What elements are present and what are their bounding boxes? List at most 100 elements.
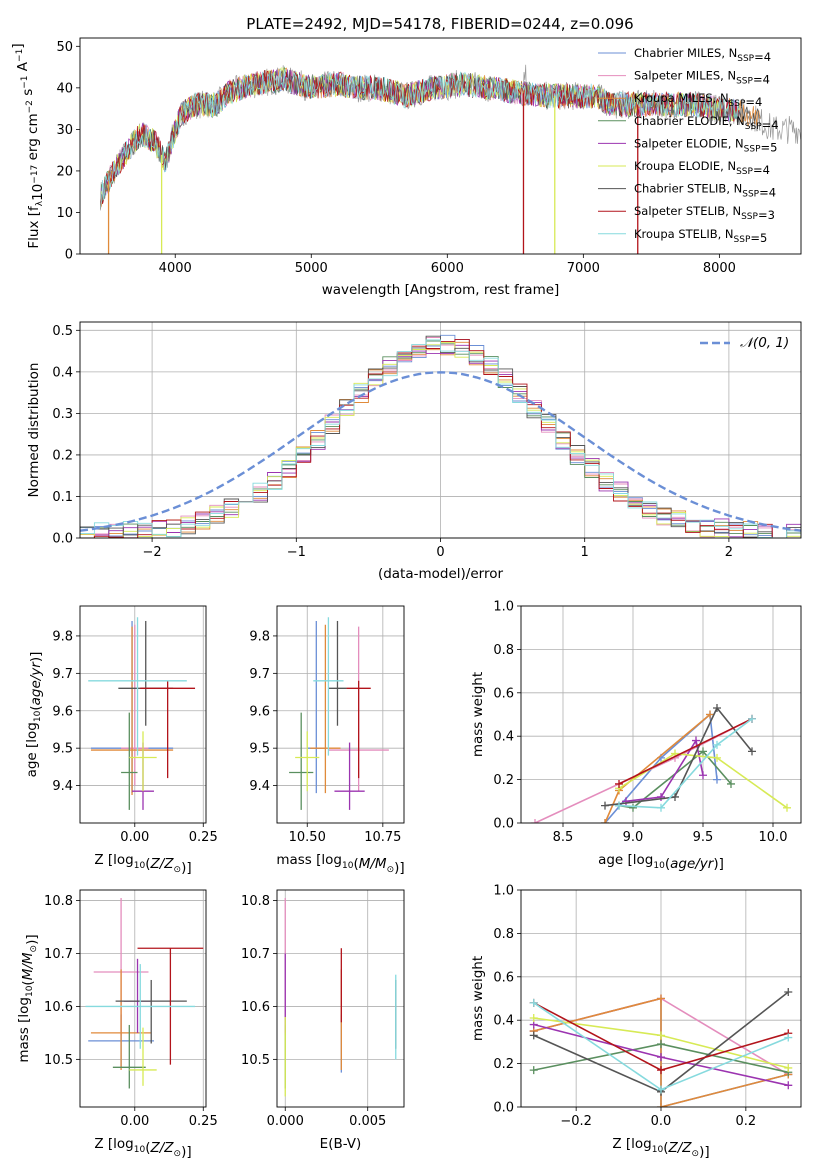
age_vs_z-errorbars — [88, 617, 196, 810]
mass_vs_z-axes: 0.00 0.25 10.5 10.6 10.7 10.8 — [44, 890, 218, 1129]
y-tick-label: 30 — [56, 123, 73, 138]
y-tick-label: 0.4 — [493, 730, 514, 745]
x-tick-label: −1 — [287, 545, 306, 560]
legend-label: Kroupa MILES, NSSP=4 — [634, 91, 762, 109]
weight-marker — [601, 801, 609, 810]
age_vs_mass-errorbars — [289, 617, 389, 810]
y-tick-label: 9.8 — [249, 629, 270, 644]
weights_vs_age-axes: 8.5 9.0 9.5 10.0 0.0 0.2 0.4 0.6 0.8 1.0 — [493, 600, 801, 845]
y-tick-label: 9.8 — [52, 629, 73, 644]
y-tick-label: 9.5 — [52, 742, 73, 757]
y-tick-label: 10 — [56, 206, 73, 221]
y-tick-label: 10.8 — [44, 894, 73, 909]
residual-xlabel: (data-model)/error — [378, 566, 504, 582]
x-tick-label: 0.2 — [736, 1114, 757, 1129]
normal-curve — [80, 371, 801, 532]
x-tick-label: −0.2 — [560, 1114, 592, 1129]
x-tick-label: 7000 — [567, 261, 600, 276]
weights-z-xlabel: Z [log10(Z/Z⊙)] — [612, 1136, 709, 1160]
age-z-ylabel: age [log10(age/yr)] — [24, 652, 44, 778]
y-tick-label: 0.4 — [52, 365, 73, 380]
y-tick-label: 9.6 — [52, 704, 73, 719]
weight-marker — [657, 1053, 665, 1062]
weight-marker — [657, 1066, 665, 1075]
x-tick-label: 10.0 — [759, 830, 788, 845]
weight-marker — [529, 1066, 538, 1075]
weights_vs_z-lines — [529, 987, 793, 1107]
weight-line — [533, 997, 789, 1107]
spectrum-model-line — [100, 66, 740, 209]
weights_vs_z-frame — [520, 889, 802, 1108]
weight-marker — [713, 703, 721, 712]
weight-marker — [699, 771, 707, 780]
y-tick-label: 0.0 — [493, 1101, 514, 1116]
age_vs_mass-axes: 10.50 10.75 9.4 9.5 9.6 9.7 9.8 — [249, 606, 404, 845]
y-tick-label: 9.5 — [249, 742, 270, 757]
weight-marker — [784, 1063, 793, 1072]
y-tick-label: 10.5 — [44, 1053, 73, 1068]
residual-histogram — [80, 341, 801, 538]
weight-marker — [713, 753, 721, 762]
mass_vs_z-errorbars — [85, 897, 204, 1089]
weights-age-xlabel: age [log10(age/yr)] — [598, 852, 724, 872]
weight-marker — [529, 1014, 538, 1023]
y-tick-label: 0.1 — [52, 490, 73, 505]
x-tick-label: 0.00 — [120, 830, 149, 845]
weight-line — [604, 713, 711, 823]
weight-marker — [657, 1085, 665, 1094]
weights_vs_z-ylabel: mass weight — [470, 956, 486, 1041]
mass_vs_ebv-axes: 0.000 0.005 10.5 10.6 10.7 10.8 — [241, 890, 404, 1129]
y-tick-label: 10.7 — [241, 947, 270, 962]
y-tick-label: 0 — [65, 248, 73, 263]
weight-marker — [692, 736, 700, 745]
weight-marker — [699, 747, 707, 756]
weight-marker — [713, 775, 721, 784]
y-tick-label: 50 — [56, 40, 73, 55]
y-tick-label: 9.4 — [52, 779, 73, 794]
x-tick-label: −2 — [143, 545, 162, 560]
weight-marker — [657, 994, 665, 1003]
spectrum-model-line — [100, 68, 740, 209]
y-tick-label: 20 — [56, 164, 73, 179]
spectrum-legend: Chabrier MILES, NSSP=4 Salpeter MILES, NS… — [598, 46, 779, 245]
weight-marker — [531, 819, 539, 823]
x-tick-label: 5000 — [295, 261, 328, 276]
mass_vs_ebv-frame — [276, 889, 405, 1108]
weight-marker — [727, 779, 735, 788]
spectrum-ylabel: Flux [fλ10−17 erg cm−2 s−1 A−1] — [10, 43, 46, 248]
y-tick-label: 10.8 — [241, 894, 270, 909]
residuals-axes: −2 −1 0 1 2 0.0 0.1 0.2 0.3 0.4 0.5 — [52, 322, 801, 560]
legend-label: Kroupa ELODIE, NSSP=4 — [634, 159, 770, 177]
mass-z-ylabel: mass [log10(M/M⊙)] — [16, 934, 40, 1062]
mass_vs_z-frame — [79, 889, 207, 1108]
weight-marker — [748, 747, 756, 756]
x-tick-label: 1 — [581, 545, 589, 560]
y-tick-label: 9.7 — [52, 667, 73, 682]
weight-marker — [706, 710, 714, 719]
y-tick-label: 0.6 — [493, 686, 514, 701]
weight-marker — [671, 792, 679, 801]
weight-marker — [615, 801, 623, 810]
weight-line — [625, 738, 704, 803]
spectrum-frame — [79, 37, 802, 255]
weights_vs_age-frame — [520, 605, 802, 824]
y-tick-label: 0.0 — [52, 532, 73, 547]
weight-marker — [657, 1040, 665, 1049]
x-tick-label: 8000 — [703, 261, 736, 276]
x-tick-label: 0.0 — [651, 1114, 672, 1129]
weight-marker — [529, 998, 538, 1007]
y-tick-label: 1.0 — [493, 600, 514, 615]
weight-marker — [748, 714, 756, 723]
weight-marker — [783, 803, 791, 812]
y-tick-label: 9.7 — [249, 667, 270, 682]
legend-label: Salpeter ELODIE, NSSP=5 — [634, 136, 777, 154]
legend-label: Kroupa STELIB, NSSP=5 — [634, 227, 767, 245]
y-tick-label: 0.0 — [493, 817, 514, 832]
weight-marker — [657, 792, 665, 801]
y-tick-label: 9.6 — [249, 704, 270, 719]
y-tick-label: 1.0 — [493, 884, 514, 899]
residual-ylabel: Normed distribution — [26, 363, 42, 498]
x-tick-label: 0.25 — [189, 830, 218, 845]
legend-label: Chabrier MILES, NSSP=4 — [634, 46, 771, 64]
